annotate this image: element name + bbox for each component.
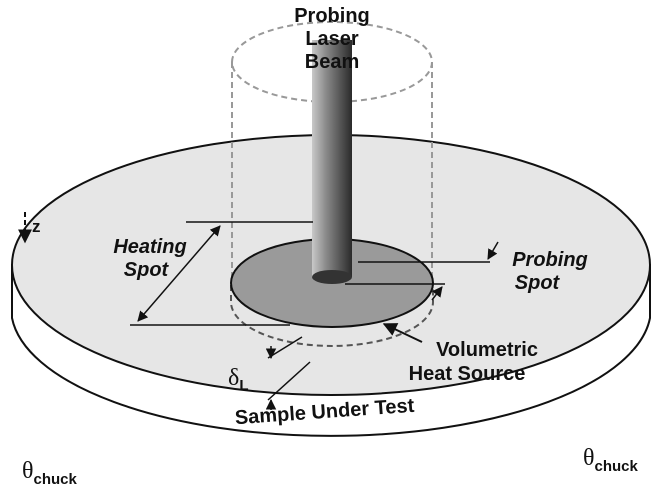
probing-spot-label: Probing xyxy=(512,249,588,271)
heat-source-outline xyxy=(230,285,434,347)
chuck-label: θchuck xyxy=(583,445,639,475)
heating-dimension xyxy=(130,221,313,326)
beam-label: Laser xyxy=(305,28,359,50)
probing-dimension xyxy=(345,241,499,301)
probing-spot-label: Spot xyxy=(515,272,561,294)
heating-spot-label: Heating xyxy=(113,236,186,258)
beam-label: Probing xyxy=(294,5,370,27)
heating-spot-label: Spot xyxy=(124,259,170,281)
heat-source-arrow xyxy=(382,323,423,343)
chuck-label: θchuck xyxy=(22,458,78,488)
depth-dimension xyxy=(265,336,311,410)
depth-label: δL xyxy=(228,365,248,394)
laser-beam xyxy=(312,40,352,284)
z-label: z xyxy=(32,217,41,236)
heat-source-label: Volumetric xyxy=(436,339,538,361)
heat-source-label: Heat Source xyxy=(409,363,526,385)
beam-label: Beam xyxy=(305,51,359,73)
